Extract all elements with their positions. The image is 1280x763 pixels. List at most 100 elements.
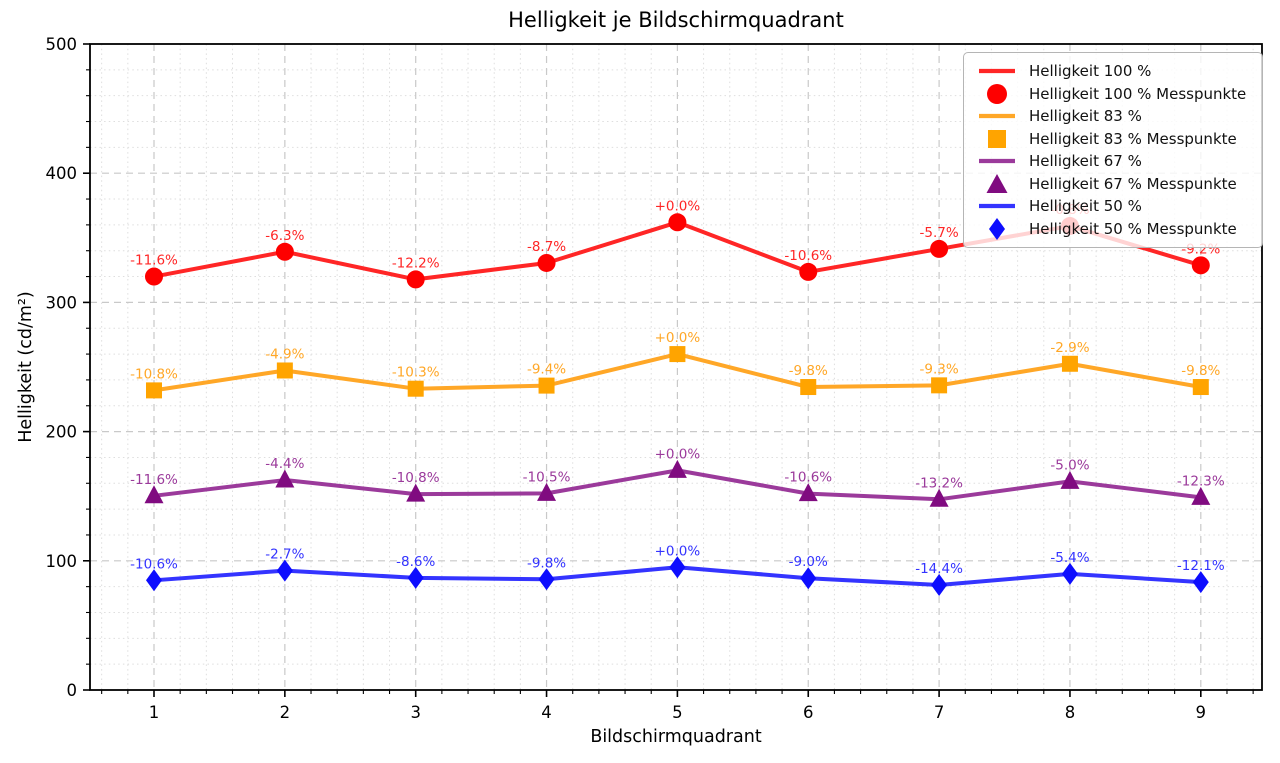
data-point-label: -9.8% (1181, 363, 1220, 379)
legend-triangle-marker-icon (986, 173, 1008, 193)
legend-circle-marker-icon (987, 83, 1007, 104)
legend-item: Helligkeit 100 % Messpunkte (974, 83, 1252, 105)
data-point-marker (669, 346, 686, 363)
data-point-marker (929, 488, 949, 507)
data-point-label: +0.0% (655, 446, 701, 462)
legend-square-marker-icon (988, 129, 1006, 148)
data-point-marker (276, 559, 293, 582)
data-point-marker (931, 377, 948, 394)
data-point-marker (146, 382, 162, 399)
x-tick-label: 5 (672, 703, 683, 722)
data-point-label: -12.3% (1177, 473, 1225, 489)
x-tick-label: 1 (149, 703, 160, 722)
legend-box: Helligkeit 100 % Helligkeit 100 % Messpun… (963, 52, 1263, 248)
data-point-label: +0.0% (655, 543, 701, 559)
data-point-label: -10.6% (784, 248, 832, 264)
data-point-label: -9.8% (789, 363, 828, 379)
data-point-label: -12.2% (392, 255, 440, 271)
data-point-marker (276, 362, 293, 379)
data-point-marker (667, 459, 687, 478)
data-point-marker (1061, 562, 1078, 585)
chart-title: Helligkeit je Bildschirmquadrant (508, 8, 844, 32)
legend-item-label: Helligkeit 100 % Messpunkte (1029, 84, 1247, 103)
data-point-label: -13.2% (915, 475, 963, 491)
data-point-label: -10.6% (784, 470, 832, 486)
data-point-marker (669, 556, 686, 579)
data-point-marker (1192, 571, 1209, 594)
legend-item: Helligkeit 100 % (974, 60, 1252, 82)
legend-item: Helligkeit 83 % Messpunkte (974, 128, 1252, 150)
data-point-label: -8.7% (527, 239, 566, 255)
legend-marker-swatch (989, 217, 1005, 240)
y-tick-label: 200 (46, 423, 78, 442)
data-point-label: -5.7% (920, 225, 959, 241)
y-tick-label: 400 (46, 164, 78, 183)
data-point-marker (800, 379, 817, 396)
legend-item-label: Helligkeit 50 % (1029, 197, 1142, 216)
data-point-marker (407, 566, 424, 589)
data-point-label: -9.0% (789, 554, 828, 570)
data-point-marker (275, 469, 295, 488)
data-point-label: -10.5% (523, 469, 571, 485)
legend-item: Helligkeit 50 % (974, 195, 1252, 217)
data-point-marker (146, 569, 162, 592)
legend-marker-swatch (987, 83, 1007, 104)
data-point-label: -10.8% (130, 366, 178, 382)
data-point-label: -2.7% (265, 547, 304, 563)
data-point-marker (406, 483, 426, 502)
data-point-marker (800, 567, 817, 590)
legend-item: Helligkeit 50 % Messpunkte (974, 217, 1252, 240)
x-tick-label: 9 (1196, 703, 1207, 722)
data-point-label: -4.4% (265, 456, 304, 472)
legend-item: Helligkeit 67 % Messpunkte (974, 173, 1252, 195)
plot-frame (89, 43, 1263, 691)
y-tick-label: 100 (46, 552, 78, 571)
data-point-marker (1060, 470, 1080, 489)
legend-line-icon (979, 204, 1015, 209)
x-tick-label: 8 (1065, 703, 1076, 722)
data-point-marker (1061, 355, 1078, 372)
y-tick-label: 0 (67, 681, 78, 700)
data-point-marker (538, 377, 555, 394)
data-point-marker (537, 253, 556, 272)
series-helligkeit-50-: -10.6% -2.7% -8.6% -9.8% +0.0% -9.0% -14.4% -5.… (130, 543, 1225, 596)
data-point-marker (931, 573, 948, 596)
data-point-label: -9.8% (527, 555, 566, 571)
legend-item-label: Helligkeit 67 % (1029, 152, 1142, 171)
x-tick-label: 7 (934, 703, 945, 722)
legend-marker-swatch (986, 173, 1008, 193)
data-point-label: -9.3% (920, 361, 959, 377)
data-point-marker (145, 267, 163, 286)
data-point-label: -8.6% (396, 554, 435, 570)
data-point-label: -14.4% (915, 561, 963, 577)
data-point-label: -5.0% (1050, 457, 1089, 473)
legend-item: Helligkeit 67 % (974, 150, 1252, 172)
data-point-label: -6.3% (265, 228, 304, 244)
data-point-marker (1191, 256, 1210, 275)
data-point-label: -11.6% (130, 253, 178, 269)
x-tick-label: 2 (280, 703, 291, 722)
data-point-label: -4.9% (265, 346, 304, 362)
x-axis-label: Bildschirmquadrant (590, 727, 762, 747)
legend-line-icon (979, 114, 1015, 119)
legend-item-label: Helligkeit 83 % Messpunkte (1029, 129, 1237, 148)
y-tick-label: 300 (46, 293, 78, 312)
data-point-marker (406, 270, 425, 289)
data-point-label: -11.6% (130, 472, 178, 488)
legend-marker-swatch (988, 129, 1006, 148)
x-tick-label: 3 (410, 703, 421, 722)
legend-item: Helligkeit 83 % (974, 105, 1252, 127)
data-point-label: -2.9% (1050, 340, 1089, 356)
data-point-marker (537, 482, 557, 501)
data-point-marker (538, 568, 555, 591)
legend-diamond-marker-icon (989, 217, 1005, 240)
legend-item-label: Helligkeit 50 % Messpunkte (1029, 219, 1237, 238)
axis-ticks: 0 100 200 300 400 500 1 2 3 4 5 6 7 8 9 (46, 35, 1254, 722)
data-point-label: +0.0% (655, 198, 701, 214)
data-point-marker (930, 239, 949, 258)
legend-item-label: Helligkeit 83 % (1029, 107, 1142, 126)
data-point-label: -9.4% (527, 362, 566, 378)
series-helligkeit-67-: -11.6% -4.4% -10.8% -10.5% +0.0% -10.6% -13.2%… (130, 446, 1225, 507)
data-point-label: -10.3% (392, 365, 440, 381)
